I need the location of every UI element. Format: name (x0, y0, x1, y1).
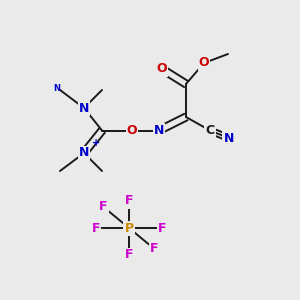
Text: F: F (150, 242, 159, 256)
Text: N: N (79, 146, 89, 160)
Text: F: F (92, 221, 100, 235)
Text: O: O (157, 62, 167, 76)
Text: N: N (79, 101, 89, 115)
Text: F: F (125, 248, 133, 262)
Text: N: N (224, 131, 234, 145)
Text: N: N (53, 84, 60, 93)
Text: F: F (158, 221, 166, 235)
Text: F: F (99, 200, 108, 214)
Text: +: + (92, 137, 100, 148)
Text: C: C (206, 124, 214, 137)
Text: N: N (154, 124, 164, 137)
Text: O: O (127, 124, 137, 137)
Text: P: P (124, 221, 134, 235)
Text: F: F (125, 194, 133, 208)
Text: O: O (199, 56, 209, 70)
